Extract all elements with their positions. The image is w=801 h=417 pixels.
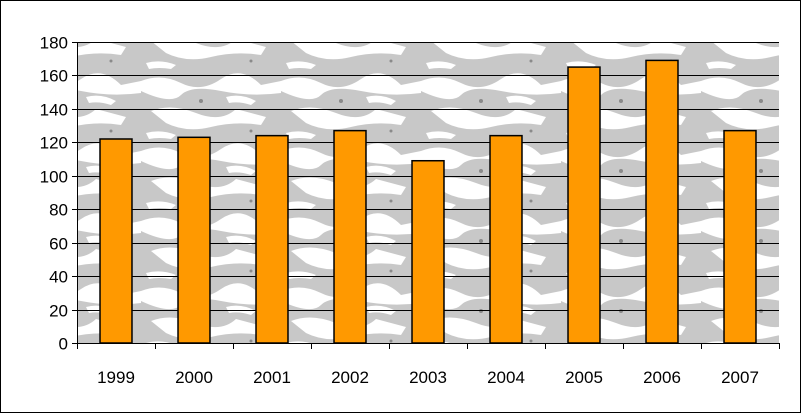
bars — [99, 59, 757, 344]
bar-2004 — [489, 134, 523, 344]
y-tick-label: 80 — [49, 201, 68, 220]
bar-2006 — [645, 59, 679, 344]
x-tick-label: 2005 — [565, 368, 603, 387]
x-tick-label: 1999 — [97, 368, 135, 387]
y-tick-label: 20 — [49, 302, 68, 321]
y-tick-label: 160 — [40, 67, 68, 86]
bar-2002 — [333, 129, 367, 344]
y-tick-labels: 0 20 40 60 80 100 120 140 160 180 — [40, 34, 68, 354]
y-tick-label: 100 — [40, 168, 68, 187]
x-tick-label: 2000 — [175, 368, 213, 387]
y-tick-label: 120 — [40, 134, 68, 153]
bar-2001 — [255, 134, 289, 344]
bar-2003 — [411, 159, 445, 344]
bar-1999 — [99, 138, 133, 344]
y-tick-label: 60 — [49, 235, 68, 254]
x-tick-label: 2001 — [253, 368, 291, 387]
y-tick-label: 140 — [40, 101, 68, 120]
x-tick-label: 2006 — [643, 368, 681, 387]
y-tick-label: 0 — [59, 335, 68, 354]
x-tick-label: 2004 — [487, 368, 525, 387]
x-tick-labels: 1999 2000 2001 2002 2003 2004 2005 2006 2007 — [97, 368, 759, 387]
y-tick-label: 180 — [40, 34, 68, 53]
axes — [72, 42, 780, 349]
x-tick-label: 2007 — [721, 368, 759, 387]
bar-2005 — [567, 66, 601, 344]
x-tick-label: 2003 — [409, 368, 447, 387]
bar-2007 — [723, 129, 757, 344]
y-tick-label: 40 — [49, 268, 68, 287]
bar-2000 — [177, 136, 211, 344]
x-tick-label: 2002 — [331, 368, 369, 387]
